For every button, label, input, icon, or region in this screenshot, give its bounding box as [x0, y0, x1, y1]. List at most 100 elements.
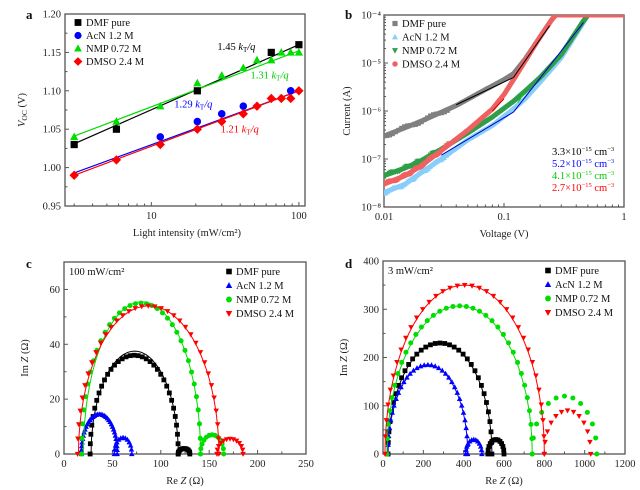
legend-marker — [74, 31, 82, 40]
data-point — [239, 63, 248, 71]
data-point — [79, 395, 86, 401]
data-point — [85, 371, 91, 377]
data-point — [419, 119, 424, 125]
y-tick-label: 40 — [50, 340, 61, 351]
y-tick-label: 0.95 — [43, 202, 61, 213]
data-point — [223, 437, 230, 443]
markers-1 — [384, 150, 452, 196]
data-point — [428, 362, 435, 368]
legend-marker — [392, 33, 398, 40]
density-annotation: 3.3×10−15 cm−3 — [552, 146, 614, 158]
data-point — [445, 108, 450, 113]
data-point — [128, 446, 135, 452]
data-point — [570, 395, 576, 401]
data-point — [151, 362, 157, 368]
data-point — [111, 429, 118, 435]
data-point — [564, 408, 571, 414]
data-point — [236, 440, 243, 447]
data-point — [94, 397, 100, 403]
data-point — [404, 123, 410, 128]
series-dmf-pure — [70, 41, 303, 149]
legend-label: NMP 0.72 M — [86, 44, 142, 55]
data-point — [215, 444, 222, 450]
data-point — [538, 402, 545, 408]
data-point — [391, 402, 397, 408]
data-point — [215, 436, 222, 442]
data-point — [393, 391, 399, 397]
data-point — [528, 421, 534, 427]
data-point — [383, 418, 390, 424]
data-point — [196, 421, 202, 427]
x-tick-label: 50 — [107, 459, 118, 470]
data-point — [589, 421, 595, 427]
data-point — [536, 387, 542, 393]
data-point — [432, 341, 438, 346]
data-point — [464, 356, 470, 362]
fit-line — [492, 98, 505, 112]
y-tick-label: 1.10 — [43, 86, 61, 97]
data-point — [164, 315, 171, 321]
y-tick-label: 400 — [363, 257, 379, 268]
legend-marker — [226, 296, 232, 303]
data-point — [593, 435, 599, 441]
data-point — [286, 87, 295, 95]
data-point — [221, 451, 227, 457]
data-point — [286, 48, 295, 56]
y-tick-label: 10⁻⁶ — [361, 107, 381, 118]
markers-3 — [384, 141, 452, 187]
data-point — [217, 110, 226, 118]
data-point — [510, 349, 516, 355]
data-point — [155, 139, 165, 150]
data-point — [391, 400, 396, 405]
data-point — [483, 289, 490, 295]
legend-marker — [73, 57, 83, 66]
data-point — [458, 402, 465, 408]
data-point — [240, 451, 246, 457]
data-point — [439, 367, 446, 373]
data-point — [442, 341, 448, 346]
data-point — [112, 362, 117, 368]
data-point — [479, 383, 484, 388]
y-tick-label: 0 — [55, 450, 60, 461]
fit-line — [517, 91, 526, 103]
data-point — [485, 451, 491, 457]
data-point — [164, 383, 170, 389]
data-point — [581, 420, 587, 426]
data-point — [419, 307, 426, 313]
data-point — [456, 347, 462, 353]
data-point — [406, 362, 412, 367]
slope-annotation: 1.45 kT/q — [217, 42, 255, 54]
x-axis-label: Re Z (Ω) — [485, 476, 523, 487]
data-point — [139, 354, 145, 360]
data-point — [201, 360, 208, 366]
data-point — [193, 394, 199, 400]
legend-label: DMF pure — [402, 19, 446, 30]
y-tick-label: 20 — [50, 395, 61, 406]
data-point — [74, 451, 81, 457]
data-point — [286, 93, 296, 104]
data-point — [156, 101, 165, 110]
y-tick-label: 10⁻⁸ — [361, 203, 381, 214]
data-point — [413, 331, 419, 337]
data-point — [489, 318, 495, 324]
legend-label: DMSO 2.4 M — [86, 57, 145, 68]
x-tick-label: 200 — [415, 459, 431, 470]
fit-line — [440, 111, 514, 156]
data-point — [185, 358, 191, 364]
x-tick-label: 1000 — [574, 459, 595, 470]
data-point — [524, 395, 530, 401]
data-point — [127, 353, 133, 359]
legend-label: DMSO 2.4 M — [236, 309, 295, 320]
data-point — [175, 441, 181, 447]
data-point — [433, 111, 439, 116]
data-point — [147, 359, 153, 365]
x-tick-label: 1200 — [615, 459, 636, 470]
data-point — [70, 140, 78, 149]
legend-marker — [392, 48, 398, 54]
data-point — [131, 352, 137, 358]
data-point — [122, 306, 128, 312]
data-point — [500, 331, 506, 337]
data-point — [135, 353, 141, 359]
data-point — [464, 433, 470, 439]
